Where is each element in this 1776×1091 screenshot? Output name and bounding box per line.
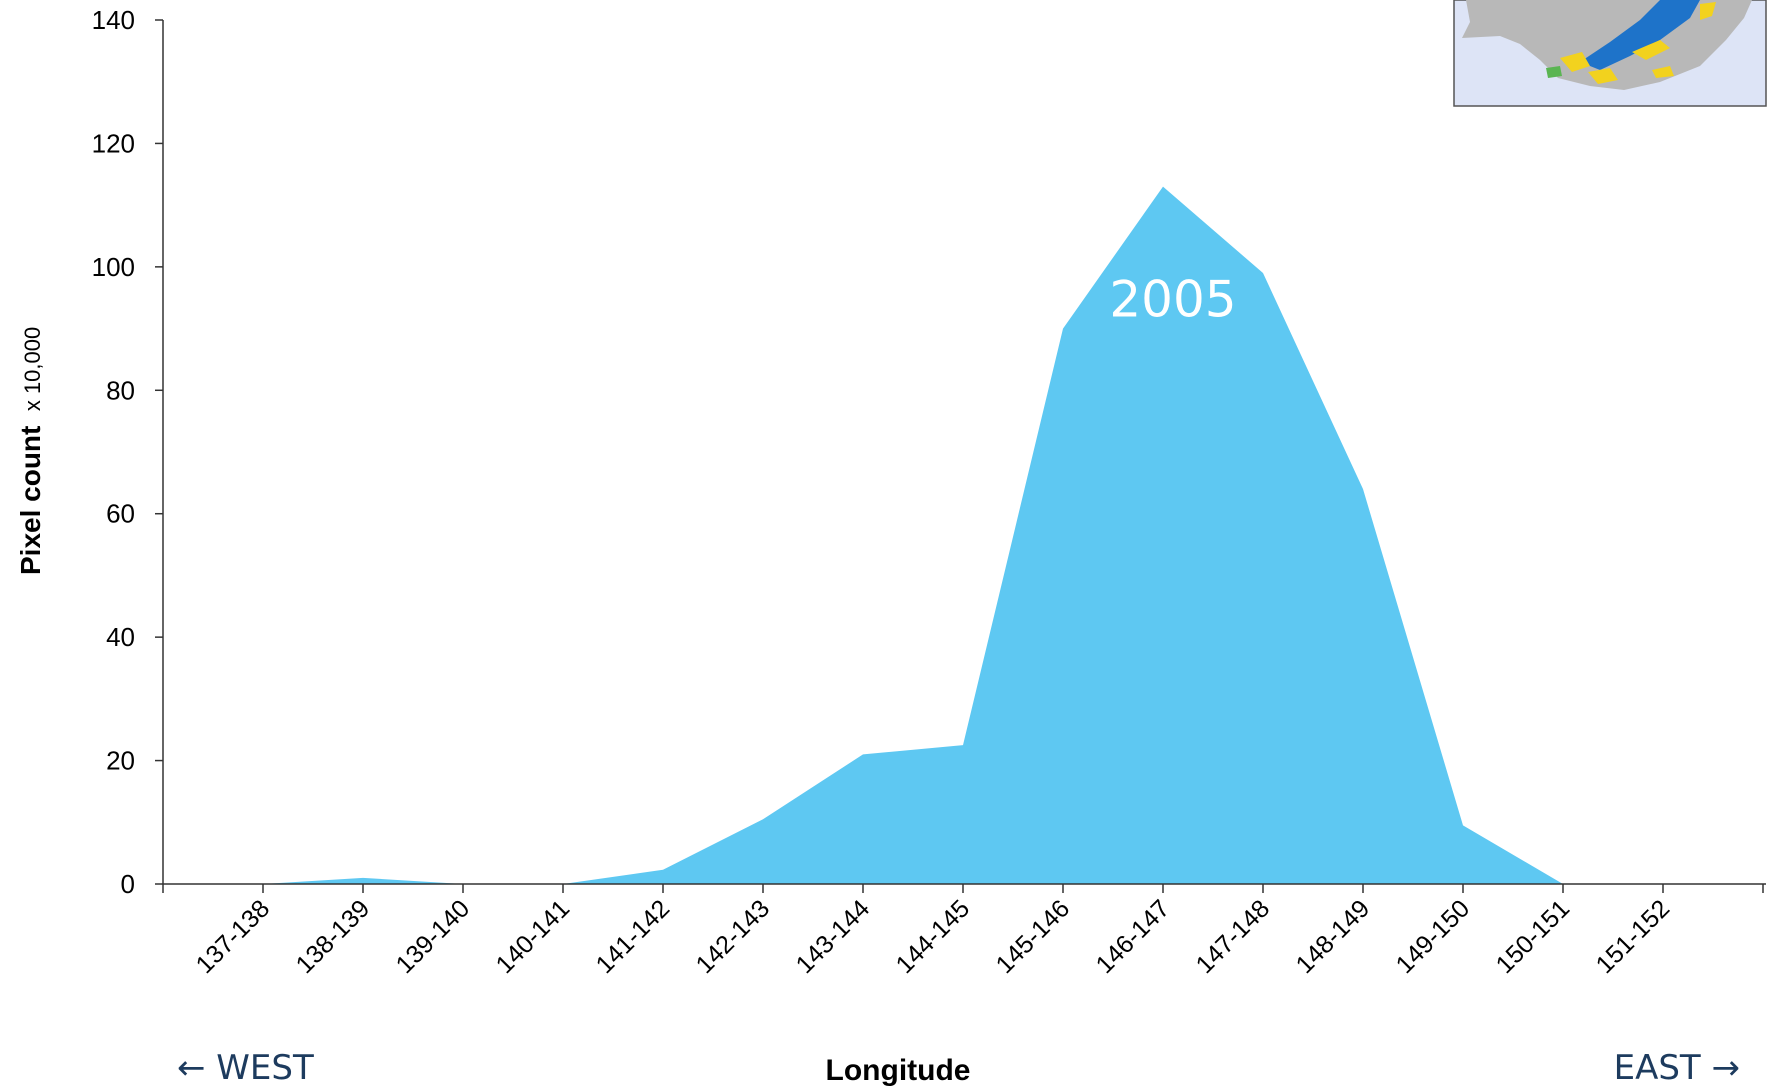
x-tick-label: 146-147: [1091, 894, 1176, 979]
x-tick-label: 138-139: [291, 894, 376, 979]
y-tick-label: 20: [106, 746, 135, 776]
x-tick-label: 147-148: [1191, 894, 1276, 979]
x-tick-label: 137-138: [191, 894, 276, 979]
x-tick-label: 142-143: [691, 894, 776, 979]
x-tick-label: 150-151: [1491, 894, 1576, 979]
west-direction-label: ← WEST: [177, 1048, 314, 1088]
x-tick-label: 143-144: [791, 894, 876, 979]
x-tick-label: 144-145: [891, 894, 976, 979]
y-tick-label: 80: [106, 375, 135, 405]
y-axis-title: Pixel count: [15, 426, 46, 575]
australia-map-inset-icon: [1453, 0, 1767, 107]
y-tick-label: 100: [92, 252, 135, 282]
x-tick-label: 140-141: [491, 894, 576, 979]
series-area-2005: [263, 186, 1663, 885]
y-axis-ticks: 0 20 40 60 80 100 120 140: [92, 5, 163, 899]
x-tick-label: 145-146: [991, 894, 1076, 979]
x-tick-label: 151-152: [1591, 894, 1676, 979]
x-tick-label: 148-149: [1291, 894, 1376, 979]
plot-area: 2005: [263, 186, 1663, 885]
east-direction-label: EAST →: [1614, 1048, 1740, 1088]
x-axis-title: Longitude: [826, 1054, 971, 1087]
y-tick-label: 40: [106, 622, 135, 652]
x-tick-label: 139-140: [391, 894, 476, 979]
y-axis-unit: x 10,000: [20, 327, 45, 411]
x-tick-label: 141-142: [591, 894, 676, 979]
x-tick-label: 149-150: [1391, 894, 1476, 979]
y-axis-label: Pixel count x 10,000: [15, 327, 46, 575]
y-tick-label: 0: [121, 869, 135, 899]
y-tick-label: 120: [92, 128, 135, 158]
svg-text:Pixel count x 10,000: Pixel count x 10,000: [15, 327, 46, 575]
y-tick-label: 140: [92, 5, 135, 35]
x-axis-ticks: 137-138 138-139 139-140 140-141 141-142 142-1…: [162, 884, 1764, 979]
y-tick-label: 60: [106, 499, 135, 529]
series-label: 2005: [1109, 271, 1236, 329]
